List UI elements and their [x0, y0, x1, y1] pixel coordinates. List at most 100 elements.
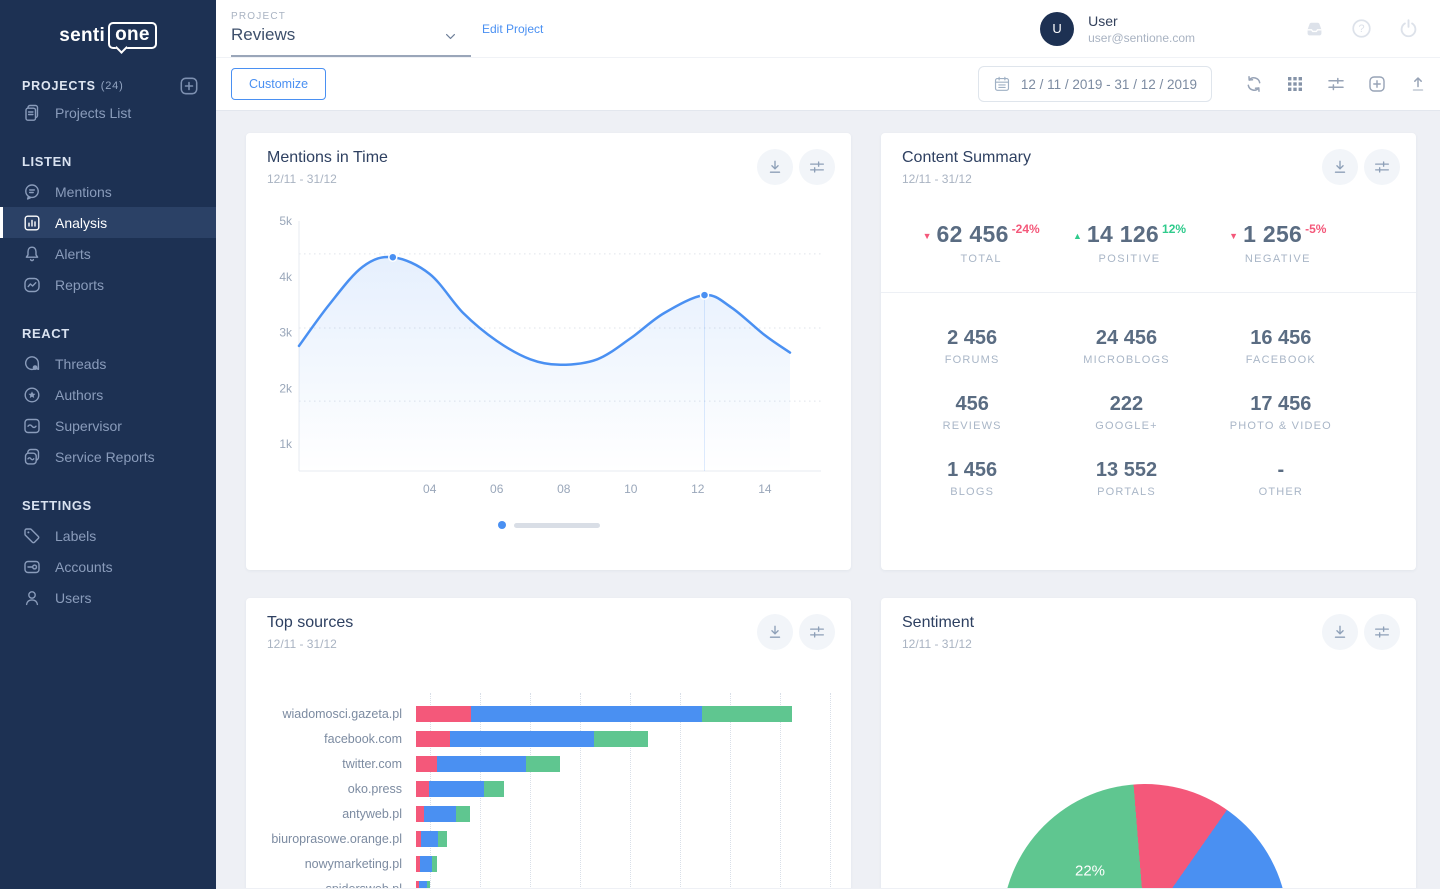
plus-square-icon	[180, 77, 198, 95]
tile-label: REVIEWS	[942, 420, 1002, 432]
sidebar-item-service-reports[interactable]: Service Reports	[0, 441, 216, 472]
help-icon[interactable]: ?	[1350, 17, 1373, 40]
tile-value: 1 456	[947, 459, 998, 481]
bar-segment-neutral[interactable]	[421, 830, 438, 847]
bar-segment-positive[interactable]	[594, 730, 648, 747]
sidebar-item-alerts[interactable]: Alerts	[0, 238, 216, 269]
source-stacked-bar[interactable]	[416, 730, 648, 747]
sidebar-item-threads[interactable]: Threads	[0, 348, 216, 379]
bar-segment-negative[interactable]	[416, 880, 419, 888]
top-sources-bar-chart[interactable]: wiadomosci.gazeta.pl facebook.com twitter.…	[246, 693, 851, 889]
stat-value: 1 256	[1243, 221, 1303, 247]
project-select[interactable]: PROJECT Reviews	[231, 1, 471, 57]
tile-value: 222	[1109, 393, 1144, 415]
bar-segment-neutral[interactable]	[429, 780, 484, 797]
customize-button[interactable]: Customize	[231, 68, 327, 100]
source-stacked-bar[interactable]	[416, 755, 560, 772]
sliders-icon	[1375, 626, 1389, 638]
sentiment-pie-chart[interactable]: 67%22%	[881, 691, 1416, 888]
bar-segment-neutral[interactable]	[420, 855, 432, 872]
source-label: spidersweb.pl	[246, 882, 416, 889]
tile-value: 2 456	[947, 327, 998, 349]
inbox-icon[interactable]	[1303, 17, 1326, 40]
refresh-icon[interactable]	[1244, 74, 1264, 94]
download-button[interactable]	[757, 614, 793, 650]
supervisor-icon	[22, 416, 42, 436]
source-row-biuroprasowe-orange-pl: biuroprasowe.orange.pl	[246, 826, 851, 851]
pagination-bar[interactable]	[513, 522, 600, 528]
logout-power-icon[interactable]	[1397, 17, 1420, 40]
bar-segment-negative[interactable]	[416, 805, 424, 822]
bar-segment-negative[interactable]	[416, 730, 450, 747]
tile-label: BLOGS	[950, 486, 995, 498]
bar-segment-positive[interactable]	[456, 805, 470, 822]
sidebar-item-authors[interactable]: Authors	[0, 379, 216, 410]
stat-change: 12%	[1162, 222, 1187, 236]
summary-stat-positive: ▲ 14 126 12% POSITIVE	[1055, 221, 1203, 265]
app-header: PROJECT Reviews Edit Project U User user…	[216, 0, 1440, 57]
source-row-wiadomosci-gazeta-pl: wiadomosci.gazeta.pl	[246, 701, 851, 726]
pie[interactable]	[1002, 784, 1288, 888]
bar-segment-positive[interactable]	[484, 780, 504, 797]
sidebar-item-mentions[interactable]: Mentions	[0, 176, 216, 207]
bar-segment-negative[interactable]	[416, 755, 437, 772]
sidebar-item-projects-list[interactable]: Projects List	[0, 97, 216, 128]
source-row-facebook-com: facebook.com	[246, 726, 851, 751]
sidebar-item-analysis[interactable]: Analysis	[0, 207, 216, 238]
source-stacked-bar[interactable]	[416, 705, 792, 722]
download-button[interactable]	[1322, 149, 1358, 185]
pagination-dot[interactable]	[497, 521, 506, 529]
source-stacked-bar[interactable]	[416, 855, 437, 872]
download-icon	[769, 160, 781, 173]
summary-stat-total: ▼ 62 456 -24% TOTAL	[907, 221, 1055, 265]
download-button[interactable]	[1322, 614, 1358, 650]
widget-settings-button[interactable]	[799, 614, 835, 650]
export-icon[interactable]	[1408, 74, 1428, 94]
grid-view-icon[interactable]	[1285, 74, 1305, 94]
source-stacked-bar[interactable]	[416, 805, 470, 822]
source-stacked-bar[interactable]	[416, 780, 504, 797]
card-mentions-in-time: Mentions in Time 12/11 - 31/12 1k 2k 3k 4k 5…	[246, 133, 851, 570]
add-project-button[interactable]	[178, 75, 200, 97]
sidebar-item-supervisor[interactable]: Supervisor	[0, 410, 216, 441]
bar-segment-positive[interactable]	[438, 830, 447, 847]
bar-segment-neutral[interactable]	[471, 705, 702, 722]
widget-settings-button[interactable]	[1364, 614, 1400, 650]
sidebar-item-labels[interactable]: Labels	[0, 520, 216, 551]
bar-segment-neutral[interactable]	[424, 805, 456, 822]
alerts-icon	[22, 244, 42, 264]
bar-segment-positive[interactable]	[432, 855, 437, 872]
sidebar-item-users[interactable]: Users	[0, 582, 216, 613]
bar-segment-neutral[interactable]	[437, 755, 526, 772]
mentions-line-chart[interactable]: 1k 2k 3k 4k 5k 04 06 08 10 12 14	[246, 203, 851, 503]
widget-settings-button[interactable]	[799, 149, 835, 185]
source-stacked-bar[interactable]	[416, 830, 447, 847]
source-stacked-bar[interactable]	[416, 880, 430, 888]
edit-project-link[interactable]: Edit Project	[482, 21, 544, 36]
date-range-picker[interactable]: 12 / 11 / 2019 - 31 / 12 / 2019	[977, 66, 1212, 102]
sidebar-item-reports[interactable]: Reports	[0, 269, 216, 300]
sidebar-item-label: Service Reports	[55, 448, 155, 465]
bar-segment-positive[interactable]	[526, 755, 560, 772]
user-avatar[interactable]: U	[1040, 11, 1075, 46]
bar-segment-neutral[interactable]	[419, 880, 427, 888]
sliders-icon	[810, 161, 824, 173]
tile-value: 13 552	[1095, 459, 1158, 481]
bar-segment-negative[interactable]	[416, 780, 429, 797]
widget-settings-button[interactable]	[1364, 149, 1400, 185]
source-row-nowymarketing-pl: nowymarketing.pl	[246, 851, 851, 876]
bar-segment-negative[interactable]	[416, 705, 471, 722]
bar-segment-positive[interactable]	[702, 705, 792, 722]
bar-segment-neutral[interactable]	[450, 730, 594, 747]
add-widget-icon[interactable]	[1367, 74, 1387, 94]
source-row-antyweb-pl: antyweb.pl	[246, 801, 851, 826]
source-label: biuroprasowe.orange.pl	[271, 831, 402, 846]
bar-segment-negative[interactable]	[416, 855, 420, 872]
user-name: User	[1088, 12, 1118, 29]
download-button[interactable]	[757, 149, 793, 185]
bar-segment-negative[interactable]	[416, 830, 421, 847]
sidebar-item-accounts[interactable]: Accounts	[0, 551, 216, 582]
bar-segment-positive[interactable]	[427, 880, 430, 888]
filters-icon[interactable]	[1326, 74, 1346, 94]
source-label: nowymarketing.pl	[304, 856, 402, 871]
